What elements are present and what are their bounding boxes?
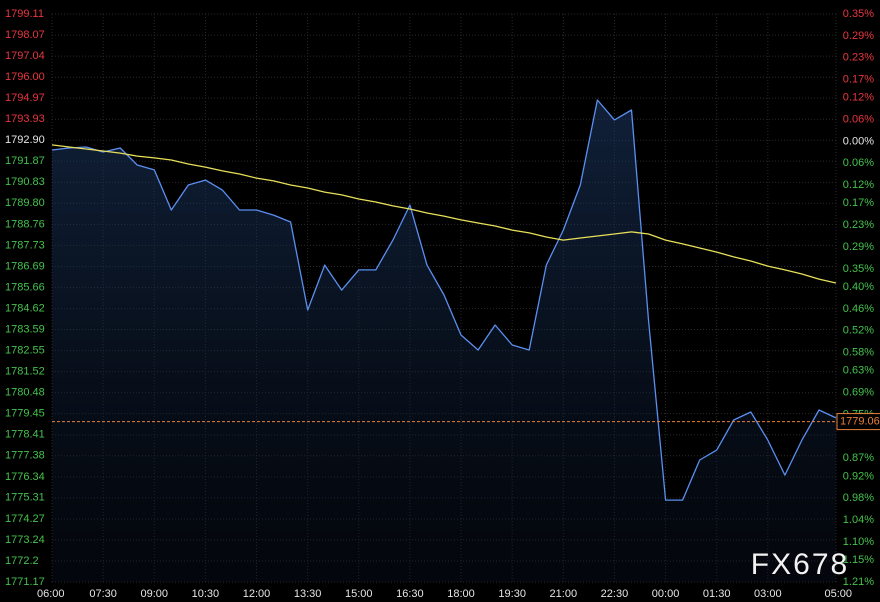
y-tick-label: 1772.2 bbox=[5, 555, 39, 567]
x-tick-label: 19:30 bbox=[498, 588, 526, 600]
last-price-tag bbox=[836, 413, 880, 431]
y2-tick-label: 0.06% bbox=[843, 113, 874, 125]
y2-tick-label: 0.00% bbox=[843, 135, 874, 147]
y-tick-label: 1778.41 bbox=[5, 429, 45, 441]
y2-tick-label: 0.98% bbox=[843, 492, 874, 504]
y2-tick-label: 0.40% bbox=[843, 281, 874, 293]
y-tick-label: 1776.34 bbox=[5, 471, 45, 483]
y2-tick-label: 0.58% bbox=[843, 347, 874, 359]
x-tick-label: 13:30 bbox=[294, 588, 322, 600]
y-tick-label: 1797.04 bbox=[5, 50, 45, 62]
y2-tick-label: 0.06% bbox=[843, 157, 874, 169]
y-tick-label: 1794.97 bbox=[5, 92, 45, 104]
y-tick-label: 1783.59 bbox=[5, 323, 45, 335]
y2-tick-label: 0.63% bbox=[843, 365, 874, 377]
y2-tick-label: 0.17% bbox=[843, 197, 874, 209]
y-tick-label: 1787.73 bbox=[5, 239, 45, 251]
price-line bbox=[51, 144, 837, 284]
y-tick-label: 1792.90 bbox=[5, 134, 45, 146]
y2-tick-label: 0.35% bbox=[843, 263, 874, 275]
watermark: FX678 bbox=[751, 548, 849, 581]
y-tick-label: 1777.38 bbox=[5, 450, 45, 462]
y-tick-label: 1784.62 bbox=[5, 302, 45, 314]
y2-tick-label: 0.52% bbox=[843, 325, 874, 337]
x-tick-label: 12:00 bbox=[243, 588, 271, 600]
y2-tick-label: 0.69% bbox=[843, 387, 874, 399]
y2-tick-label: 0.35% bbox=[843, 8, 874, 20]
x-tick-label: 06:00 bbox=[37, 588, 65, 600]
price-line bbox=[51, 99, 837, 501]
y-tick-label: 1791.87 bbox=[5, 155, 45, 167]
y-tick-label: 1771.17 bbox=[5, 576, 45, 588]
y-tick-label: 1773.24 bbox=[5, 534, 45, 546]
axes: 1799.11 1798.07 1797.04 1796.00 1794.97 1793.… bbox=[5, 8, 880, 600]
y-tick-label: 1796.00 bbox=[5, 71, 45, 83]
y2-tick-label: 0.46% bbox=[843, 303, 874, 315]
y2-tick-label: 1.15% bbox=[843, 554, 874, 566]
y2-tick-label: 1.10% bbox=[843, 536, 874, 548]
plot bbox=[51, 99, 837, 582]
y-tick-label: 1786.69 bbox=[5, 260, 45, 272]
y-tick-label: 1793.93 bbox=[5, 113, 45, 125]
y-tick-label: 1790.83 bbox=[5, 176, 45, 188]
x-tick-label: 15:00 bbox=[345, 588, 373, 600]
x-tick-label: 05:00 bbox=[824, 588, 852, 600]
y2-tick-label: 1.04% bbox=[843, 514, 874, 526]
x-tick-label: 03:00 bbox=[754, 588, 782, 600]
y-tick-label: 1789.80 bbox=[5, 197, 45, 209]
x-tick-label: 18:00 bbox=[447, 588, 475, 600]
y2-tick-label: 0.92% bbox=[843, 470, 874, 482]
y-tick-label: 1799.11 bbox=[5, 8, 44, 20]
y-tick-label: 1780.48 bbox=[5, 387, 45, 399]
y-tick-label: 1774.27 bbox=[5, 513, 45, 525]
x-tick-label: 00:00 bbox=[652, 588, 680, 600]
y-tick-label: 1788.76 bbox=[5, 218, 45, 230]
y2-tick-label: 0.87% bbox=[843, 452, 874, 464]
y-tick-label: 1782.55 bbox=[5, 345, 45, 357]
y-tick-label: 1779.45 bbox=[5, 408, 45, 420]
x-tick-label: 09:00 bbox=[140, 588, 168, 600]
x-tick-label: 07:30 bbox=[89, 588, 117, 600]
y-tick-label: 1785.66 bbox=[5, 281, 45, 293]
x-tick-label: 22:30 bbox=[601, 588, 629, 600]
y-tick-label: 1781.52 bbox=[5, 365, 45, 377]
y2-tick-label: 0.29% bbox=[843, 241, 874, 253]
y2-tick-label: 0.23% bbox=[843, 219, 874, 231]
y2-tick-label: 0.17% bbox=[843, 73, 874, 85]
x-tick-label: 10:30 bbox=[192, 588, 220, 600]
y-tick-label: 1775.31 bbox=[5, 492, 45, 504]
y-tick-label: 1798.07 bbox=[5, 29, 45, 41]
y2-tick-label: 0.12% bbox=[843, 92, 874, 104]
last-price-label: 1779.06 bbox=[840, 416, 880, 428]
y2-tick-label: 0.29% bbox=[843, 30, 874, 42]
y2-tick-label: 0.12% bbox=[843, 179, 874, 191]
x-tick-label: 21:00 bbox=[550, 588, 578, 600]
x-tick-label: 16:30 bbox=[396, 588, 424, 600]
y2-tick-label: 0.23% bbox=[843, 52, 874, 64]
x-tick-label: 01:30 bbox=[703, 588, 731, 600]
y2-tick-label: 1.21% bbox=[843, 576, 874, 588]
